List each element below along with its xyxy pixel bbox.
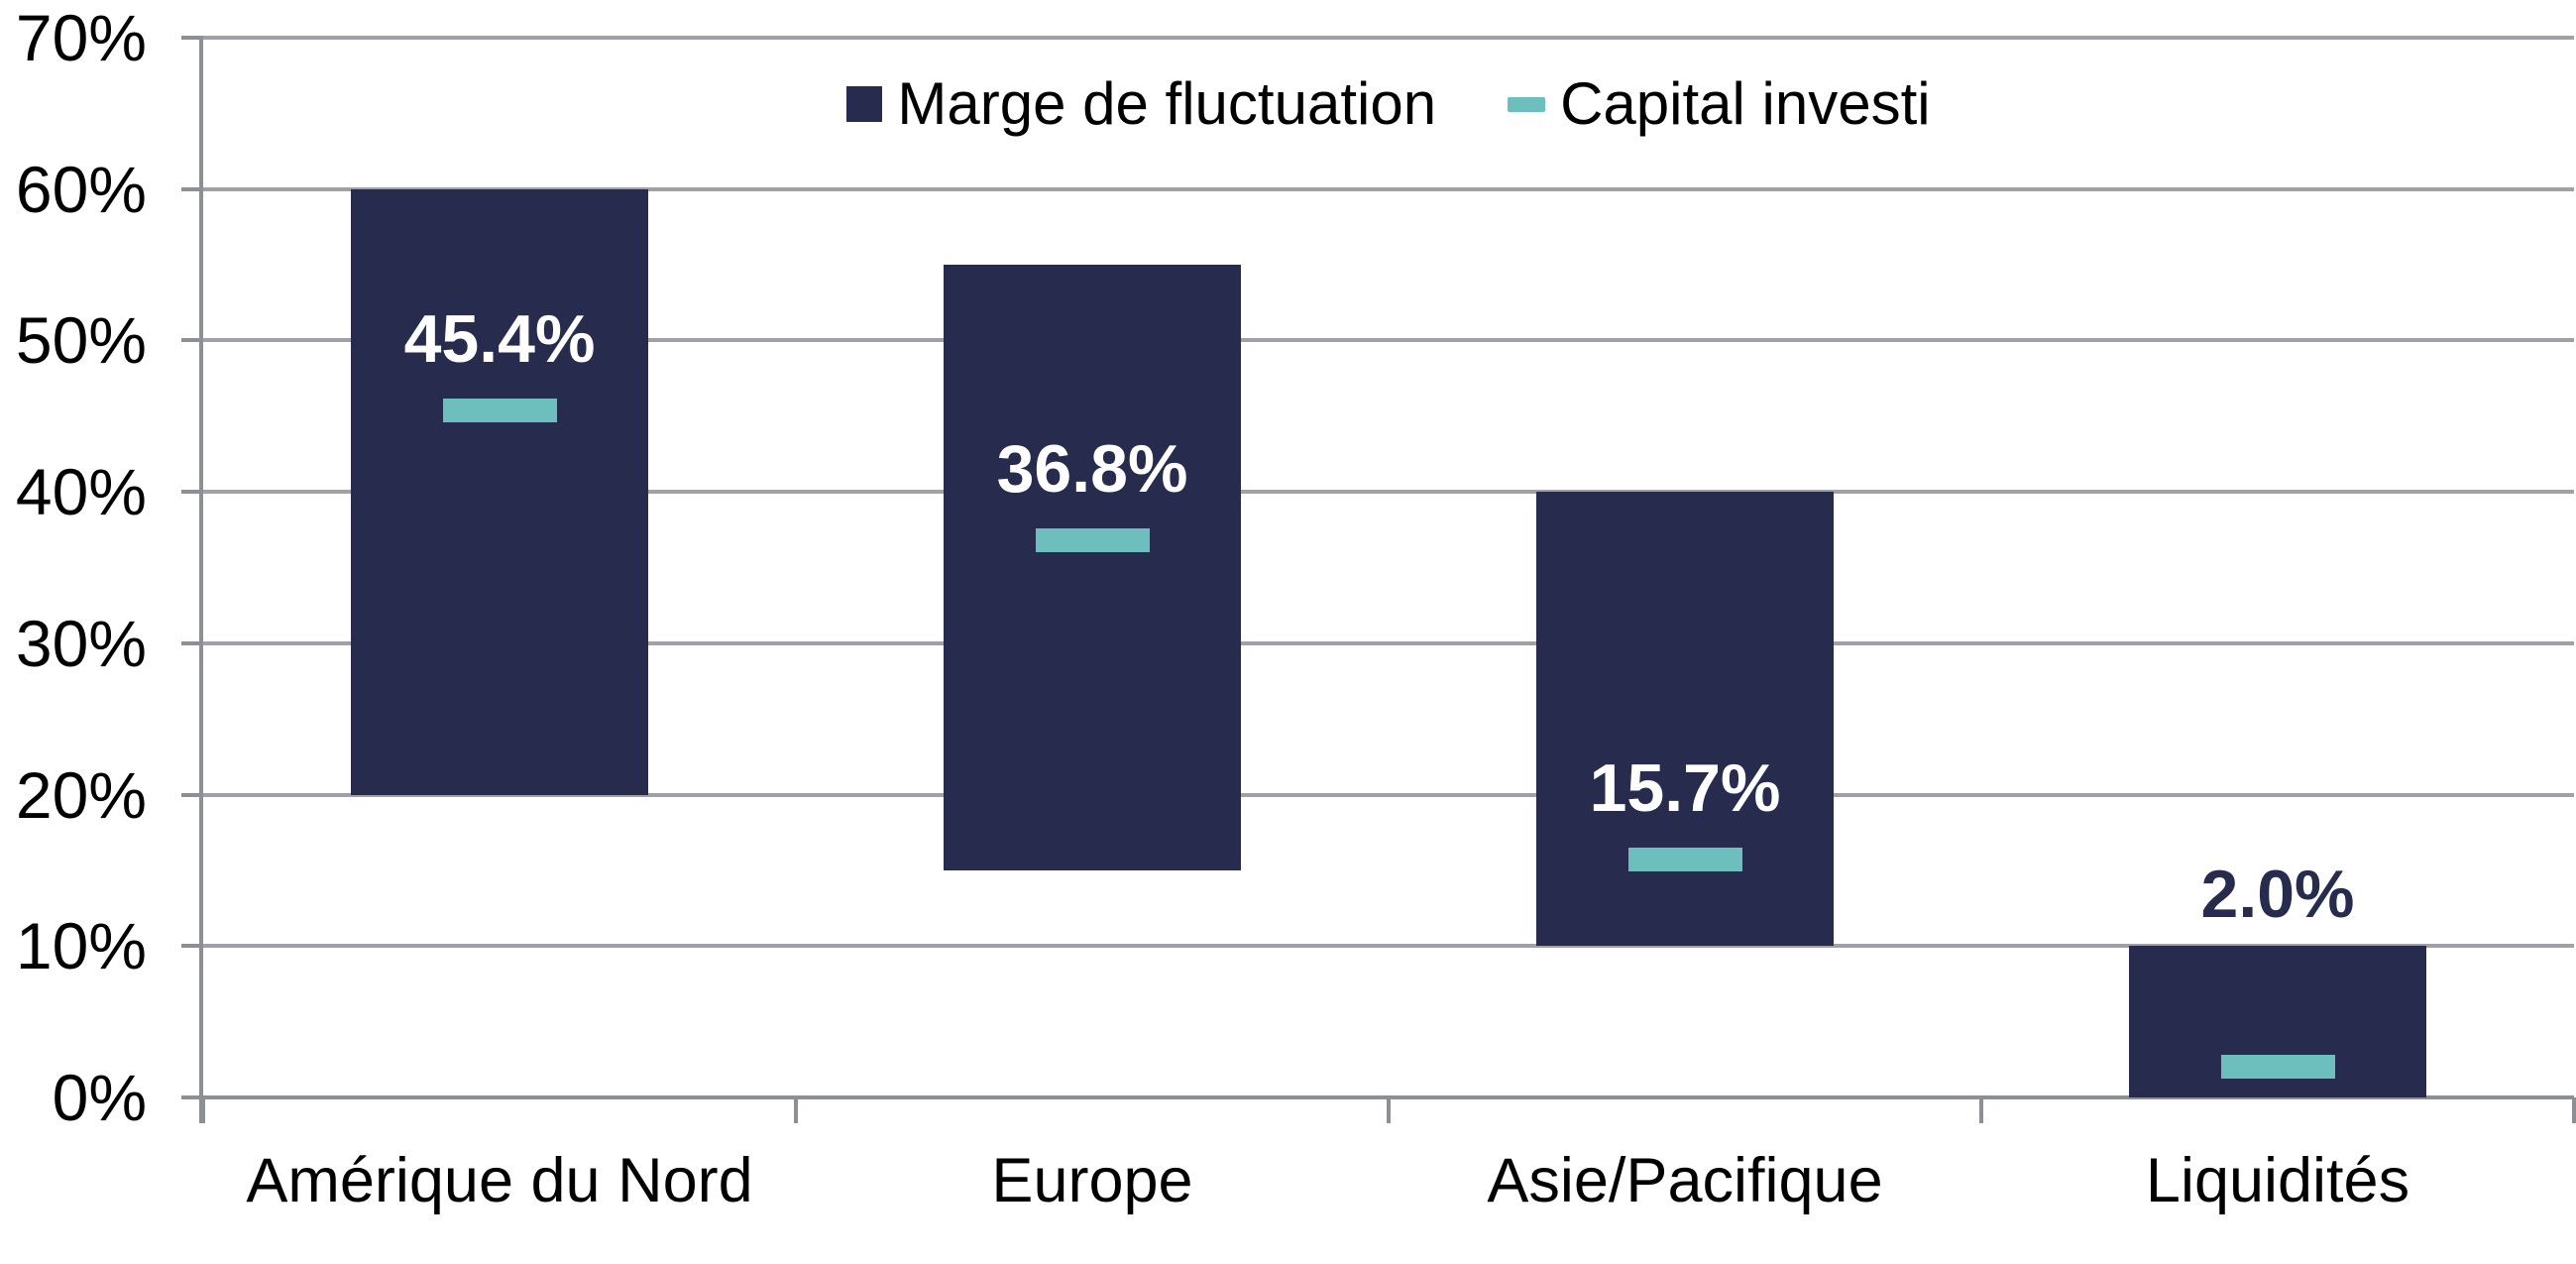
y-axis-tick [181,338,203,343]
y-axis-tick [181,490,203,495]
marker-capital-investi [1627,848,1742,872]
gridline [203,36,2574,40]
x-axis-category-label: Asie/Pacifique [1487,1146,1883,1215]
marker-capital-investi [442,398,557,422]
y-axis-tick [181,640,203,645]
bar-value-label: 36.8% [996,431,1188,507]
legend-item-capital-investi: Capital investi [1508,74,1931,134]
x-axis-category-label: Europe [991,1146,1193,1215]
bar-value-label: 45.4% [403,300,596,377]
legend-square-swatch-icon [846,86,883,122]
gridline [203,640,2574,645]
x-axis-tick [2572,1097,2576,1123]
y-axis-tick [181,186,203,191]
bar-marge-de-fluctuation [944,265,1241,870]
x-axis-tick [794,1097,798,1123]
y-axis-tick-label: 70% [15,1,147,74]
gridline [203,338,2574,343]
y-axis-tick-label: 60% [15,152,147,226]
y-axis-tick [181,944,203,949]
y-axis-tick [181,1095,203,1099]
x-axis-tick [1979,1097,1983,1123]
y-axis-tick-label: 0% [52,1061,147,1134]
gridline [203,944,2574,949]
marker-capital-investi [1035,528,1150,552]
gridline [203,186,2574,191]
x-axis-tick [1387,1097,1391,1123]
y-axis-tick [181,792,203,797]
bar-marge-de-fluctuation [1536,492,1834,947]
marker-capital-investi [2220,1055,2335,1080]
gridline [203,490,2574,495]
legend-label-marge-de-fluctuation: Marge de fluctuation [897,70,1437,137]
x-axis-category-label: Liquidités [2145,1146,2410,1215]
bar-value-label: 2.0% [2200,857,2355,933]
legend-label-capital-investi: Capital investi [1560,70,1931,137]
y-axis-tick-label: 50% [15,303,147,378]
y-axis-line [199,36,203,1123]
y-axis-tick [181,36,203,40]
legend-dash-swatch-icon [1508,96,1546,112]
bar-value-label: 15.7% [1589,750,1781,827]
x-axis-category-label: Amérique du Nord [246,1146,753,1215]
y-axis-tick-label: 30% [15,606,147,680]
x-axis-tick [201,1097,205,1123]
bar-marge-de-fluctuation [351,188,648,795]
gridline [203,792,2574,797]
y-axis-tick-label: 40% [15,455,147,529]
y-axis-tick-label: 20% [15,757,147,832]
legend-item-marge-de-fluctuation: Marge de fluctuation [846,74,1436,134]
chart-legend: Marge de fluctuation Capital investi [203,67,2574,141]
y-axis-tick-label: 10% [15,909,147,983]
